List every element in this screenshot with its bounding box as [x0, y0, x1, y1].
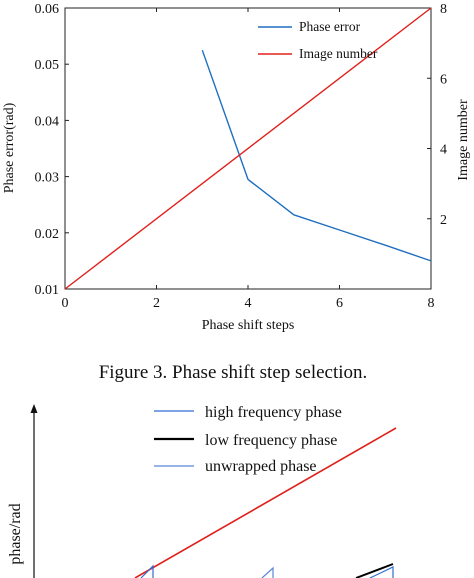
- y-tick-label: 0.05: [35, 58, 60, 73]
- y2-tick-label: 6: [440, 72, 447, 87]
- x-tick-label: 4: [245, 296, 252, 311]
- legend-label-phase-error: Phase error: [299, 19, 361, 34]
- series-group: [64, 7, 432, 290]
- y-tick-label: 0.02: [35, 227, 60, 242]
- low-frequency-phase-fragment: [355, 563, 394, 578]
- y2-axis-label: Image number: [456, 99, 471, 181]
- legend-label-high-frequency: high frequency phase: [205, 404, 342, 421]
- y-tick-label: 0.04: [35, 114, 60, 129]
- unwrapped-phase-fragment: [369, 566, 394, 578]
- series-line-phase-error: [201, 49, 432, 262]
- red-rising-line: [134, 427, 397, 578]
- x-axis-label: Phase shift steps: [202, 318, 295, 333]
- chart-2: phase/rad high frequency phase low frequ…: [7, 404, 397, 578]
- high-frequency-phase-fragment-2: [261, 566, 274, 578]
- y2-tick-label: 4: [440, 143, 447, 158]
- x-tick-label: 6: [336, 296, 343, 311]
- legend-label-unwrapped: unwrapped phase: [205, 458, 317, 475]
- chart-1: 0 2 4 6 8 0.01 0.02 0.03 0.04 0.05 0.06 2 4 6 8 Phas…: [2, 2, 471, 333]
- legend: Phase error Image number: [258, 19, 378, 61]
- legend-label-image-number: Image number: [299, 46, 378, 61]
- high-frequency-phase-fragment-1: [140, 564, 154, 578]
- series-line-image-number: [64, 7, 432, 290]
- y-axis-label: Phase error(rad): [2, 102, 17, 193]
- y-tick-label: 0.03: [35, 171, 60, 186]
- legend-label-low-frequency: low frequency phase: [205, 432, 337, 449]
- y-axis-label-2: phase/rad: [7, 503, 24, 564]
- y-tick-label: 0.01: [35, 283, 60, 298]
- y-tick-group: 0.01 0.02 0.03 0.04 0.05 0.06: [35, 2, 69, 298]
- figure-caption: Figure 3. Phase shift step selection.: [99, 362, 368, 383]
- y2-tick-group: 2 4 6 8: [427, 2, 447, 228]
- legend-2: high frequency phase low frequency phase…: [154, 404, 342, 475]
- x-tick-label: 8: [428, 296, 435, 311]
- y2-tick-label: 2: [440, 213, 447, 228]
- y2-tick-label: 8: [440, 2, 447, 17]
- y-tick-label: 0.06: [35, 2, 60, 17]
- y-axis-arrow: [30, 404, 38, 413]
- x-tick-label: 0: [62, 296, 69, 311]
- x-tick-label: 2: [153, 296, 160, 311]
- x-tick-group: 0 2 4 6 8: [62, 8, 435, 311]
